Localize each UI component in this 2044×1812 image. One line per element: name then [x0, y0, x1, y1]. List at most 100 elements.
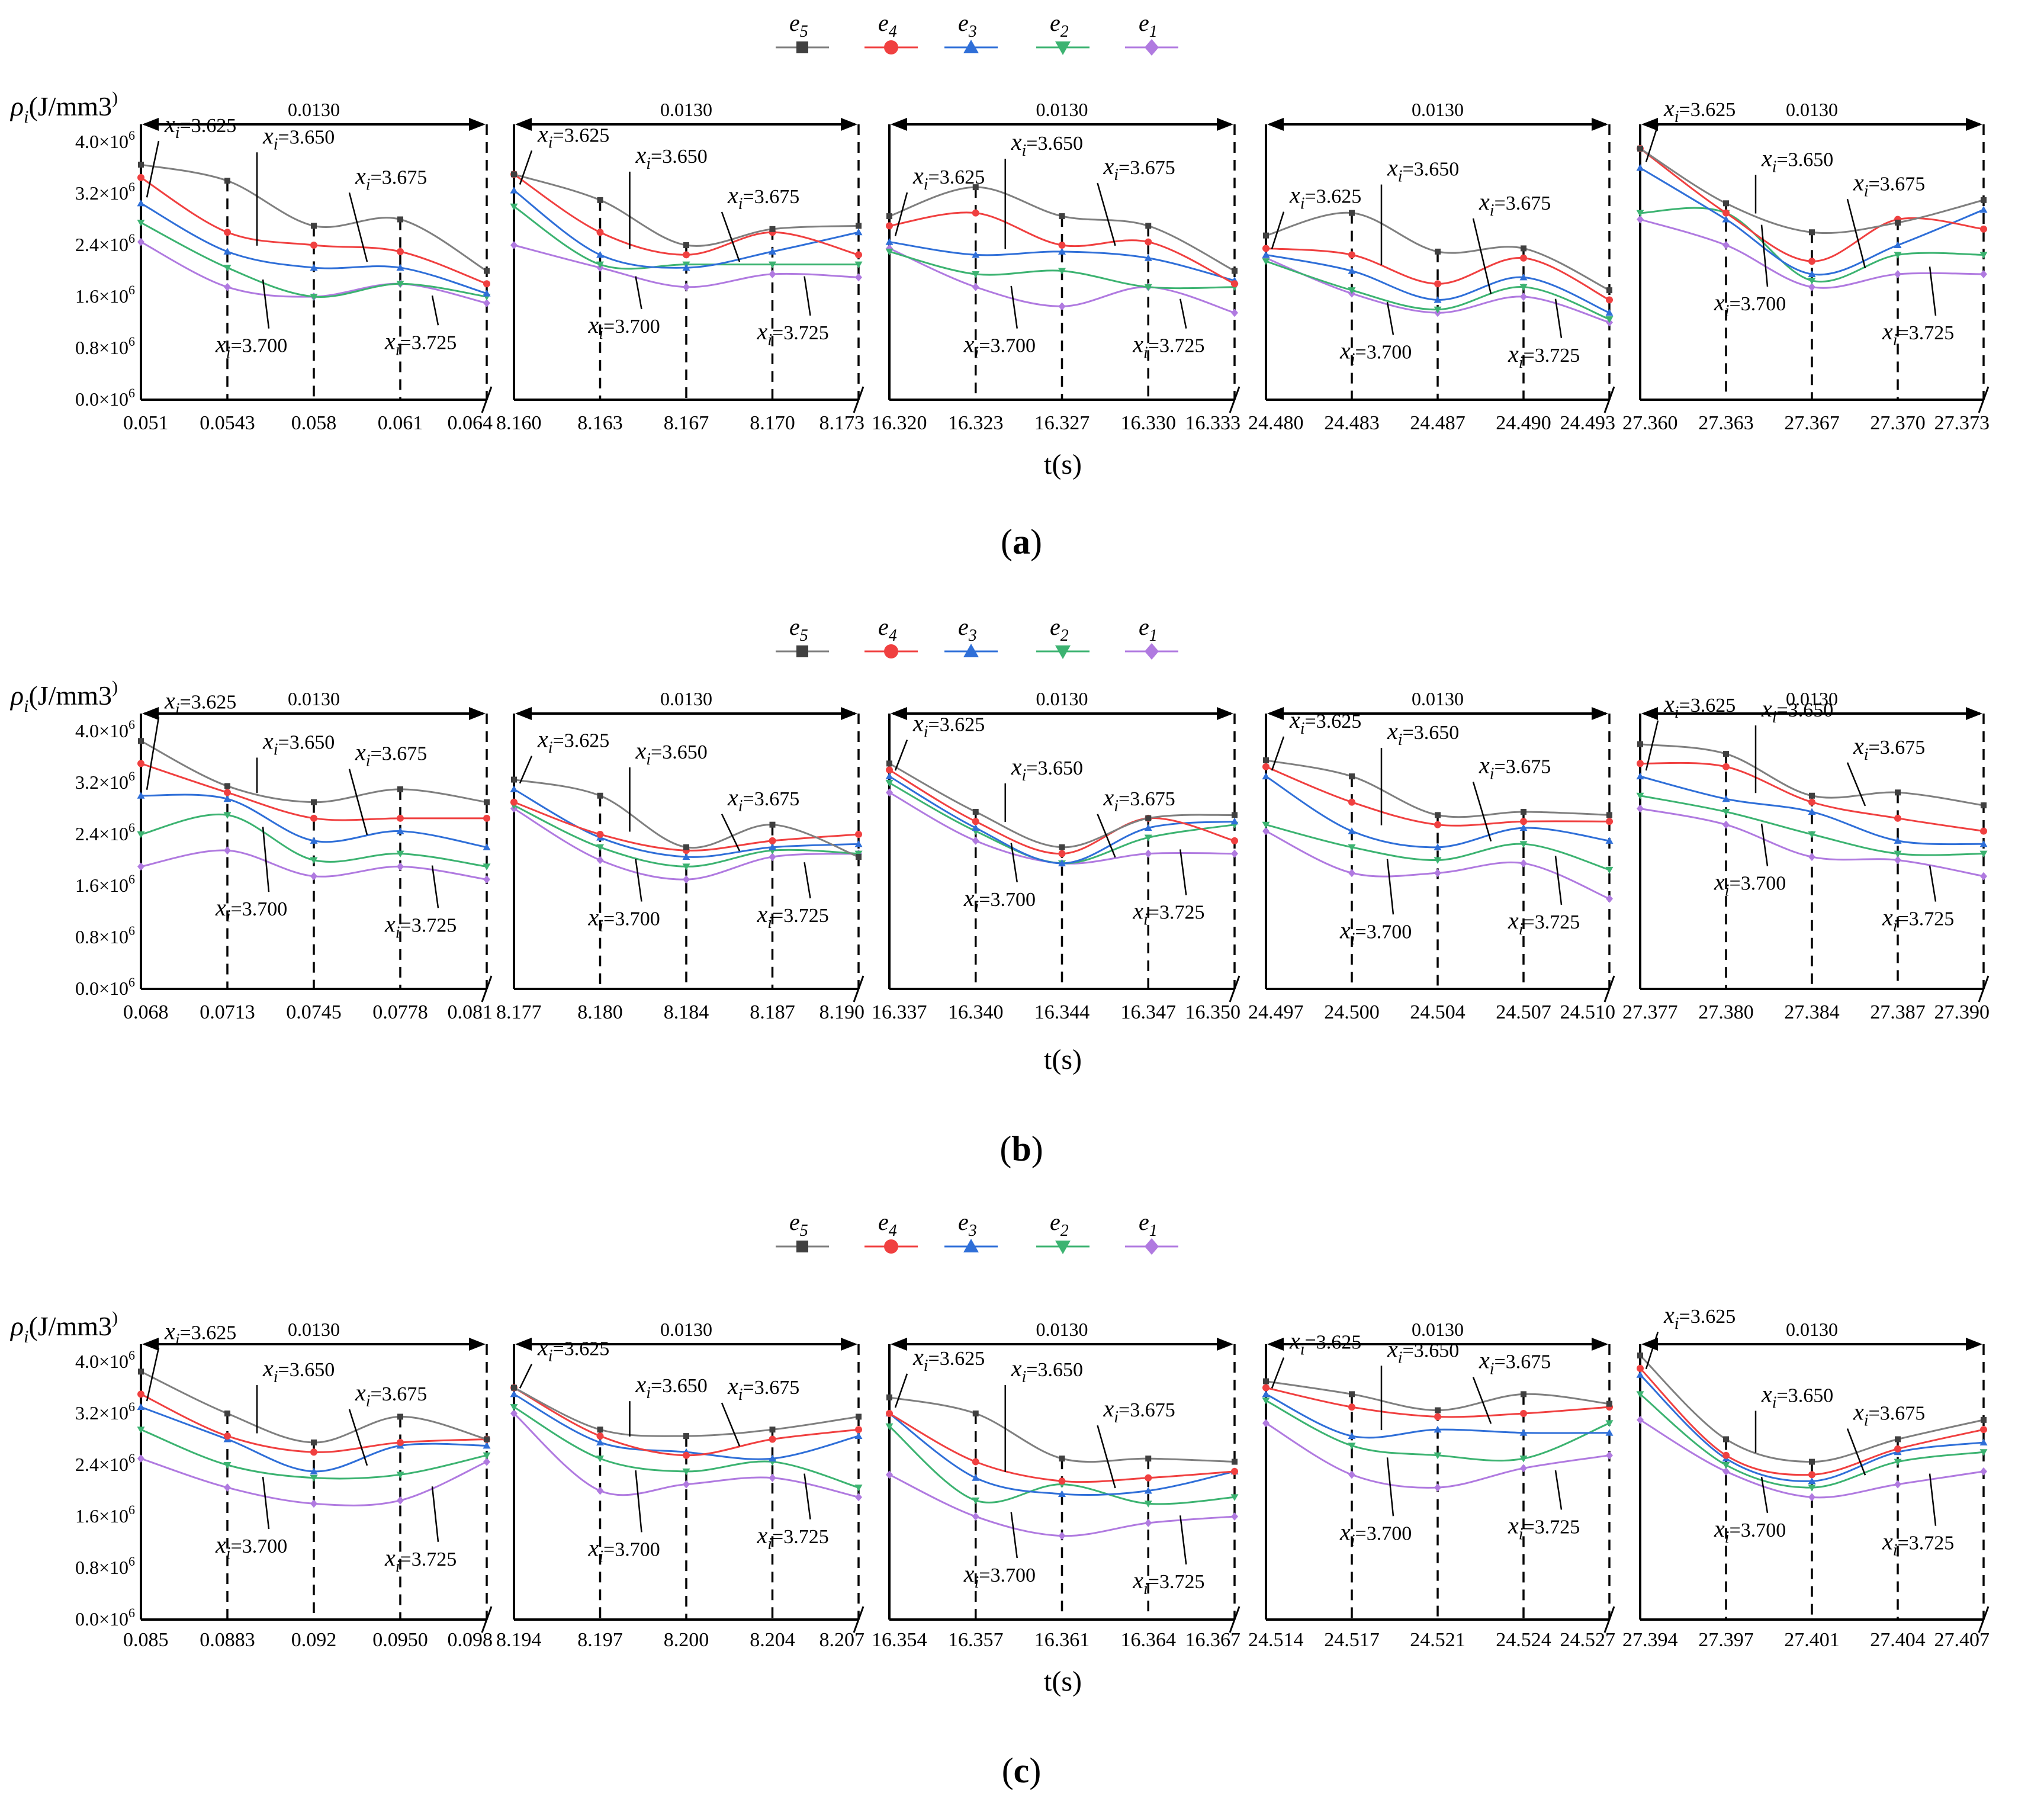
panel-3: 0.0130 16.337 16.340 16.344 16.347 16.350 xi=3…: [872, 688, 1240, 1023]
data-point-e2: [972, 1497, 980, 1505]
x-tick-label: 24.504: [1410, 1001, 1465, 1023]
data-point-e4: [1434, 280, 1441, 288]
data-point-e1: [1145, 1518, 1152, 1527]
data-point-e1: [224, 282, 231, 291]
data-point-e1: [310, 1499, 317, 1508]
point-label: xi=3.650: [1011, 1355, 1083, 1386]
legend-marker-icon: [1055, 1241, 1071, 1254]
data-point-e3: [1894, 241, 1902, 248]
chart-c: e5 e4 e3 e2 e1 ρi(J/mm3) 0.0×106 0.8×106 1.6×106…: [9, 1209, 1990, 1790]
data-point-e3: [510, 1390, 518, 1397]
data-point-e1: [769, 853, 776, 862]
x-tick-label: 24.480: [1248, 412, 1304, 434]
label-leader-line: [519, 756, 533, 784]
label-leader-line: [635, 276, 642, 310]
data-point-e5: [1895, 219, 1901, 226]
span-arrowhead-left: [891, 707, 907, 720]
data-point-e4: [137, 174, 144, 181]
data-point-e4: [886, 766, 893, 774]
y-tick-label: 3.2×106: [75, 1399, 135, 1424]
data-point-e5: [1637, 741, 1643, 747]
data-point-e4: [1058, 1477, 1066, 1485]
data-point-e1: [1145, 849, 1152, 858]
data-point-e1: [310, 872, 317, 881]
data-point-e5: [1895, 1436, 1901, 1442]
x-tick-label: 24.527: [1560, 1629, 1616, 1651]
data-point-e4: [1231, 1467, 1238, 1475]
data-point-e3: [1434, 295, 1442, 303]
data-point-e4: [1434, 1413, 1441, 1421]
span-arrowhead-left: [515, 1338, 532, 1351]
point-label: xi=3.725: [1882, 318, 1954, 349]
y-tick-label: 0.0×106: [75, 385, 135, 410]
span-arrowhead-right: [469, 118, 486, 131]
data-point-e5: [138, 162, 144, 168]
span-label: 0.0130: [660, 1319, 712, 1340]
data-point-e4: [972, 818, 979, 825]
point-label: xi=3.650: [635, 1371, 708, 1402]
data-point-e4: [1722, 1451, 1730, 1459]
legend-label: e4: [878, 613, 897, 645]
legend-label: e3: [958, 9, 977, 41]
data-point-e5: [597, 792, 603, 799]
span-label: 0.0130: [1412, 688, 1464, 709]
span-arrowhead-right: [1217, 707, 1233, 720]
span-arrowhead-left: [1641, 118, 1658, 131]
legend-item-e3: e3: [944, 613, 998, 657]
point-label: xi=3.700: [588, 311, 660, 343]
span-arrowhead-right: [469, 707, 486, 720]
x-tick-label: 27.404: [1870, 1629, 1926, 1651]
label-leader-line: [1760, 224, 1769, 287]
data-point-e1: [596, 856, 604, 865]
data-point-e2: [510, 203, 518, 211]
legend-marker-icon: [963, 40, 979, 53]
data-point-e1: [224, 1483, 231, 1492]
point-label: xi=3.725: [1508, 1512, 1580, 1543]
data-point-e1: [1348, 869, 1355, 878]
span-label: 0.0130: [288, 99, 340, 120]
y-tick-label: 0.8×106: [75, 1554, 135, 1578]
data-point-e1: [1980, 269, 1987, 278]
data-point-e3: [1636, 164, 1644, 171]
y-tick-label: 1.6×106: [75, 1502, 135, 1527]
legend: e5 e4 e3 e2 e1: [776, 9, 1178, 56]
data-point-e4: [1808, 798, 1815, 806]
point-label: xi=3.650: [262, 727, 335, 759]
data-point-e2: [483, 1452, 491, 1460]
data-point-e5: [1059, 844, 1065, 850]
data-point-e3: [1519, 273, 1528, 281]
data-point-e4: [769, 1435, 776, 1443]
span-arrowhead-left: [515, 118, 532, 131]
data-point-e2: [1348, 1442, 1356, 1450]
x-tick-label: 27.401: [1784, 1629, 1840, 1651]
label-leader-line: [1271, 1357, 1285, 1389]
panel-2: 0.0130 8.177 8.180 8.184 8.187 8.190 xi=3.625 x…: [496, 688, 864, 1023]
y-axis-label: ρi(J/mm3): [9, 88, 118, 127]
x-tick-label: 24.510: [1560, 1001, 1616, 1023]
point-label: xi=3.725: [1132, 898, 1204, 929]
x-tick-label: 8.163: [577, 412, 623, 434]
label-leader-line: [1472, 218, 1492, 294]
data-point-e3: [854, 1432, 863, 1440]
x-tick-label: 27.360: [1622, 412, 1678, 434]
data-point-e3: [1519, 1429, 1528, 1436]
data-point-e5: [138, 738, 144, 744]
data-point-e4: [855, 1426, 862, 1434]
data-point-e4: [886, 1410, 893, 1417]
data-point-e2: [1636, 210, 1644, 217]
point-label: xi=3.625: [537, 726, 609, 757]
point-label: xi=3.725: [384, 910, 457, 942]
data-point-e1: [1058, 302, 1066, 311]
data-point-e2: [1894, 1458, 1902, 1466]
data-point-e3: [310, 1467, 318, 1474]
x-tick-label: 8.167: [664, 412, 709, 434]
point-label: xi=3.650: [1761, 144, 1833, 176]
data-point-e2: [1979, 850, 1988, 858]
panel-4: 0.0130 24.480 24.483 24.487 24.490 24.493 xi=3…: [1248, 99, 1615, 434]
label-leader-line: [1097, 1425, 1116, 1489]
label-leader-line: [1760, 1476, 1769, 1514]
data-point-e3: [596, 250, 604, 258]
data-point-e5: [886, 213, 892, 220]
data-point-e3: [510, 785, 518, 792]
